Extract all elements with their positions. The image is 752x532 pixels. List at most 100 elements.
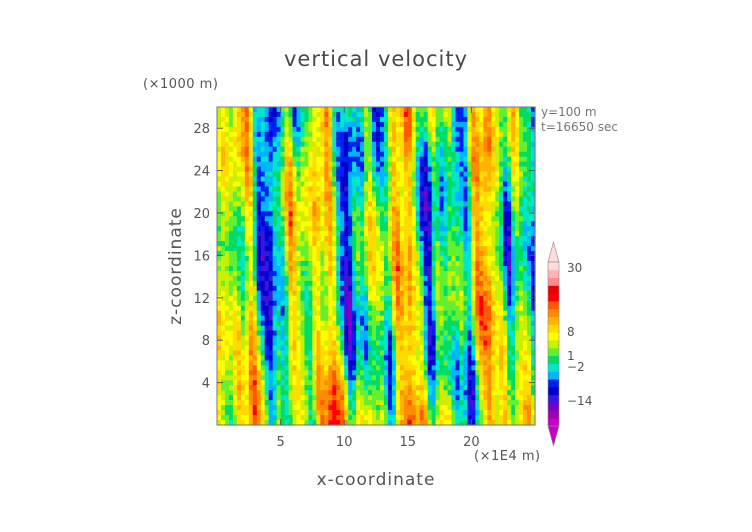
heatmap-cell [499, 231, 504, 237]
heatmap-cell [435, 241, 441, 247]
heatmap-cell [324, 126, 329, 133]
heatmap-cell [368, 151, 373, 158]
heatmap-cell [531, 290, 536, 297]
heatmap-cell [487, 111, 492, 118]
heatmap-cell [495, 236, 500, 242]
heatmap-cell [352, 325, 357, 332]
heatmap-cell [344, 156, 349, 163]
heatmap-cell [519, 146, 524, 153]
heatmap-cell [451, 295, 457, 302]
heatmap-cell [316, 280, 321, 287]
heatmap-cell [431, 261, 437, 267]
heatmap-cell [232, 325, 238, 332]
heatmap-cell [503, 246, 508, 252]
heatmap-cell [427, 350, 433, 357]
heatmap-cell [240, 166, 246, 173]
heatmap-cell [292, 171, 298, 178]
heatmap-cell [316, 151, 321, 158]
heatmap-cell [220, 216, 226, 222]
heatmap-cell [423, 360, 429, 366]
heatmap-cell [423, 181, 429, 188]
heatmap-cell [340, 186, 345, 193]
heatmap-cell [320, 116, 325, 123]
heatmap-cell [368, 325, 373, 332]
heatmap-cell [519, 206, 524, 212]
heatmap-cell [376, 305, 381, 312]
heatmap-cell [332, 151, 337, 158]
heatmap-cell [312, 256, 317, 262]
heatmap-cell [475, 345, 480, 352]
heatmap-cell [447, 275, 453, 282]
heatmap-cell [300, 201, 306, 207]
heatmap-cell [511, 166, 516, 173]
heatmap-cell [220, 355, 226, 362]
heatmap-cell [308, 405, 314, 411]
heatmap-cell [503, 270, 508, 277]
heatmap-cell [467, 355, 473, 362]
heatmap-cell [288, 146, 294, 153]
heatmap-cell [507, 360, 512, 366]
heatmap-cell [316, 146, 321, 153]
heatmap-cell [435, 161, 441, 168]
heatmap-cell [399, 375, 405, 381]
heatmap-cell [479, 275, 484, 282]
heatmap-cell [292, 310, 298, 317]
heatmap-cell [479, 380, 484, 386]
heatmap-cell [527, 310, 532, 317]
heatmap-cell [272, 330, 278, 337]
heatmap-cell [228, 151, 234, 158]
heatmap-cell [499, 340, 504, 347]
heatmap-cell [276, 136, 282, 143]
heatmap-cell [447, 131, 453, 138]
heatmap-cell [471, 280, 476, 287]
heatmap-cell [435, 330, 441, 337]
heatmap-cell [344, 171, 349, 178]
heatmap-cell [248, 107, 254, 113]
heatmap-cell [220, 131, 226, 138]
heatmap-cell [451, 226, 457, 232]
heatmap-cell [471, 196, 476, 203]
heatmap-cell [495, 216, 500, 222]
heatmap-cell [284, 395, 290, 401]
heatmap-cell [232, 350, 238, 357]
heatmap-cell [391, 231, 397, 237]
heatmap-cell [244, 405, 250, 411]
heatmap-cell [411, 295, 417, 302]
heatmap-cell [475, 370, 480, 376]
heatmap-cell [467, 380, 473, 386]
heatmap-cell [376, 241, 381, 247]
heatmap-cell [411, 330, 417, 337]
heatmap-cell [391, 290, 397, 297]
heatmap-cell [228, 330, 234, 337]
heatmap-cell [376, 261, 381, 267]
heatmap-cell [376, 126, 381, 133]
heatmap-cell [316, 186, 321, 193]
heatmap-cell [491, 270, 496, 277]
heatmap-cell [499, 370, 504, 376]
heatmap-cell [435, 385, 441, 391]
heatmap-cell [467, 211, 473, 217]
heatmap-cell [300, 266, 306, 272]
heatmap-cell [372, 266, 377, 272]
heatmap-cell [511, 116, 516, 123]
heatmap-cell [447, 295, 453, 302]
heatmap-cell [459, 246, 465, 252]
heatmap-cell [483, 196, 488, 203]
heatmap-cell [304, 151, 310, 158]
heatmap-cell [511, 156, 516, 163]
heatmap-cell [340, 131, 345, 138]
heatmap-cell [387, 226, 393, 232]
heatmap-cell [324, 365, 329, 371]
heatmap-cell [372, 136, 377, 143]
heatmap-cell [332, 196, 337, 203]
heatmap-cell [515, 275, 520, 282]
heatmap-cell [368, 111, 373, 118]
heatmap-cell [244, 290, 250, 297]
heatmap-cell [387, 310, 393, 317]
heatmap-cell [324, 161, 329, 168]
heatmap-cell [423, 226, 429, 232]
heatmap-cell [395, 161, 401, 168]
heatmap-cell [519, 266, 524, 272]
heatmap-cell [296, 305, 302, 312]
heatmap-cell [403, 251, 409, 257]
